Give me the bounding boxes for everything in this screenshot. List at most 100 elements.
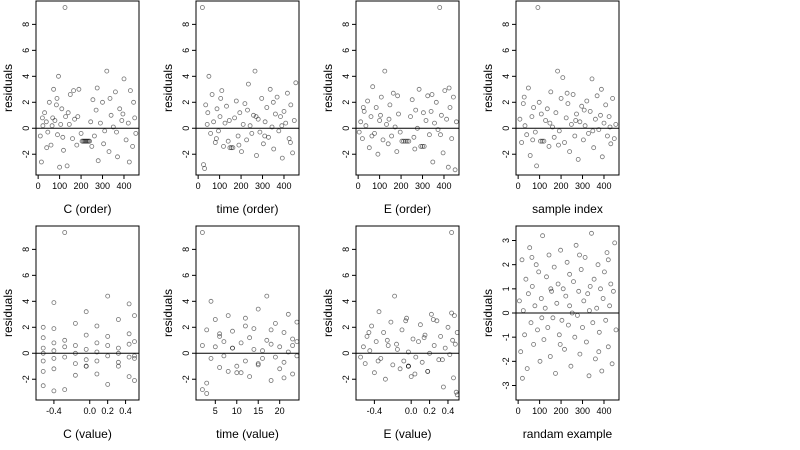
data-layer — [356, 5, 459, 173]
data-point — [594, 305, 600, 311]
y-tick-label: 1 — [501, 286, 511, 291]
data-point — [251, 112, 256, 118]
data-point — [440, 384, 446, 390]
data-point — [527, 153, 533, 158]
x-tick-label: 0.4 — [119, 406, 132, 416]
y-tick-label: 2 — [501, 100, 511, 105]
data-point — [219, 88, 225, 93]
data-point — [75, 114, 81, 119]
data-point — [524, 366, 530, 372]
data-point — [94, 371, 100, 377]
y-tick-label: 0 — [181, 351, 191, 356]
data-point — [294, 319, 299, 325]
data-point — [270, 99, 276, 105]
data-point — [244, 137, 250, 143]
data-point — [410, 336, 416, 342]
data-point — [245, 107, 250, 113]
data-point — [411, 134, 417, 140]
data-point — [373, 105, 379, 110]
data-point — [564, 259, 570, 265]
data-point — [116, 363, 121, 369]
data-point — [133, 130, 139, 136]
data-point — [264, 293, 270, 299]
data-point — [442, 88, 448, 93]
data-point — [217, 114, 223, 119]
data-point — [62, 344, 68, 350]
data-point — [51, 388, 57, 394]
data-point — [547, 120, 553, 126]
data-point — [587, 283, 593, 289]
data-point — [378, 355, 384, 361]
data-point — [132, 355, 137, 361]
data-point — [560, 286, 566, 292]
y-axis-label: residuals — [1, 64, 15, 112]
data-point — [217, 365, 223, 370]
data-point — [199, 230, 205, 235]
data-point — [555, 68, 560, 74]
data-point — [565, 101, 571, 106]
data-point — [452, 341, 458, 347]
data-point — [83, 309, 89, 315]
data-point — [199, 5, 205, 10]
data-point — [120, 111, 126, 117]
data-point — [105, 353, 111, 359]
data-point — [392, 293, 398, 299]
x-axis-label: time (value) — [216, 427, 279, 441]
y-tick-label: 4 — [341, 299, 351, 304]
data-point — [390, 90, 396, 96]
data-point — [524, 132, 530, 138]
data-point — [590, 320, 596, 326]
data-point — [108, 112, 114, 118]
data-point — [239, 149, 244, 155]
data-point — [585, 291, 591, 297]
data-point — [420, 110, 426, 116]
data-point — [572, 133, 578, 139]
data-point — [64, 163, 70, 169]
y-axis-label: residuals — [161, 64, 175, 112]
data-point — [202, 166, 208, 171]
data-point — [87, 138, 92, 144]
data-point — [279, 123, 285, 129]
data-point — [397, 129, 403, 135]
y-tick-label: -2 — [501, 357, 511, 365]
data-point — [449, 310, 455, 316]
y-tick-label: 6 — [341, 48, 351, 53]
data-point — [371, 370, 377, 376]
data-point — [535, 5, 541, 10]
x-tick-label: 10 — [232, 406, 242, 416]
data-point — [126, 354, 132, 360]
plot-frame — [355, 225, 460, 401]
y-tick-label: -1 — [501, 333, 511, 341]
data-point — [45, 129, 51, 135]
data-point — [538, 296, 544, 301]
data-point — [48, 142, 54, 148]
y-tick-label: 3 — [501, 238, 511, 243]
data-point — [450, 337, 456, 343]
x-tick-label: 0 — [196, 181, 201, 191]
data-point — [230, 145, 236, 151]
plot-frame — [195, 225, 300, 401]
data-point — [438, 333, 444, 339]
data-point — [602, 269, 607, 275]
data-point — [598, 286, 603, 292]
data-point — [405, 363, 411, 369]
data-point — [255, 116, 261, 122]
data-point — [381, 330, 387, 335]
data-point — [558, 247, 563, 253]
data-point — [437, 5, 443, 10]
data-point — [94, 323, 100, 329]
data-point — [40, 383, 46, 389]
data-point — [554, 300, 560, 306]
data-point — [548, 286, 554, 292]
data-point — [83, 332, 89, 338]
scatter-panel: 5 10 15 20 -2 0 2 4 6 8 time (value) residuals — [161, 225, 300, 441]
data-point — [217, 331, 223, 337]
data-point — [534, 163, 539, 169]
data-point — [214, 106, 220, 112]
data-point — [420, 143, 425, 149]
data-point — [225, 138, 231, 144]
y-tick-label: 0 — [501, 126, 511, 131]
data-point — [575, 312, 580, 318]
y-tick-label: 2 — [21, 325, 31, 330]
data-point — [593, 356, 598, 362]
